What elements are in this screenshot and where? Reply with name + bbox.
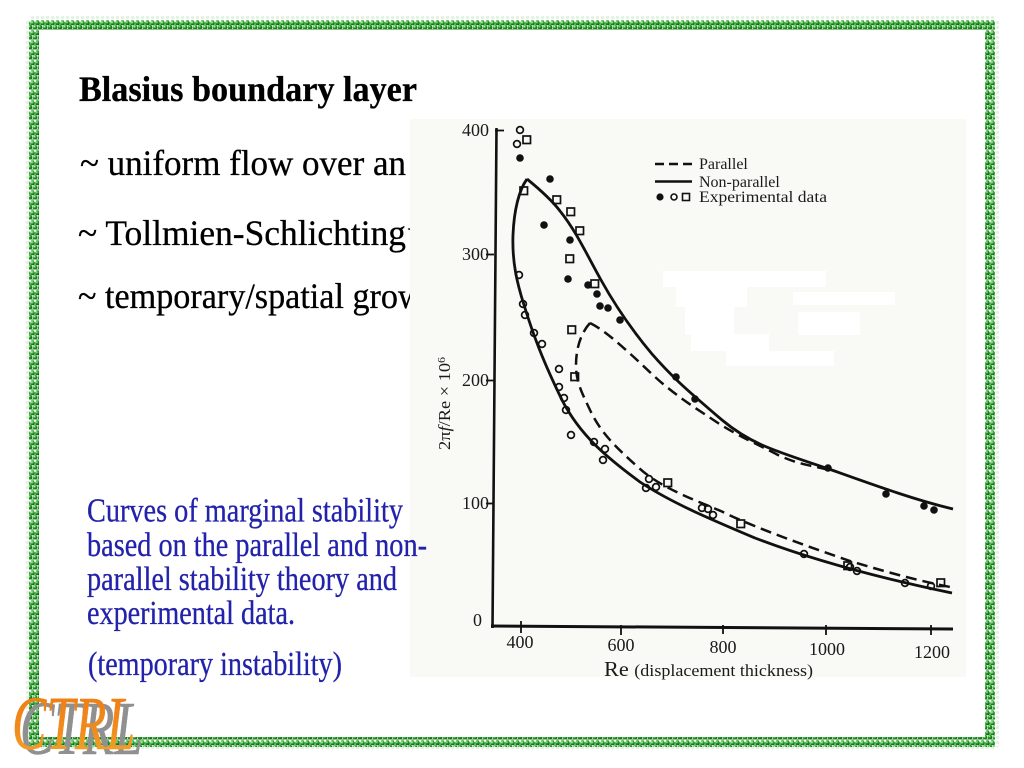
svg-text:Non-parallel: Non-parallel [699, 174, 780, 191]
svg-text:1000: 1000 [809, 639, 845, 659]
svg-text:600: 600 [608, 635, 635, 655]
svg-text:based on the parallel and non-: based on the parallel and non- [87, 527, 427, 564]
svg-text:CTRL: CTRL [20, 687, 143, 768]
svg-text:Re (displacement thickness): Re (displacement thickness) [604, 657, 813, 681]
svg-text:~ uniform flow over an: ~ uniform flow over an [80, 143, 406, 183]
svg-text:~ temporary/spatial gro: ~ temporary/spatial gro [78, 276, 398, 316]
svg-text:~ Tollmien-Schlichting: ~ Tollmien-Schlichting [78, 213, 406, 253]
svg-text:2πf/Re × 106: 2πf/Re × 106 [435, 356, 454, 450]
svg-text:0: 0 [473, 610, 482, 630]
svg-text:300: 300 [462, 244, 489, 264]
svg-text:200: 200 [462, 370, 489, 390]
svg-text:Experimental data: Experimental data [699, 189, 827, 206]
svg-text:800: 800 [710, 637, 737, 657]
svg-text:400: 400 [507, 632, 534, 652]
svg-text:400: 400 [462, 120, 489, 140]
svg-text:experimental data.: experimental data. [87, 595, 295, 632]
svg-text:Blasius boundary layer: Blasius boundary layer [79, 69, 417, 109]
svg-text:Curves of marginal stability: Curves of marginal stability [87, 493, 403, 530]
svg-text:Parallel: Parallel [699, 156, 748, 173]
svg-text:(temporary instability): (temporary instability) [88, 646, 342, 683]
svg-text:1200: 1200 [914, 642, 950, 662]
svg-text:CTRL: CTRL [12, 682, 135, 766]
svg-text:parallel stability theory and: parallel stability theory and [87, 561, 397, 598]
svg-text:100: 100 [462, 493, 489, 513]
